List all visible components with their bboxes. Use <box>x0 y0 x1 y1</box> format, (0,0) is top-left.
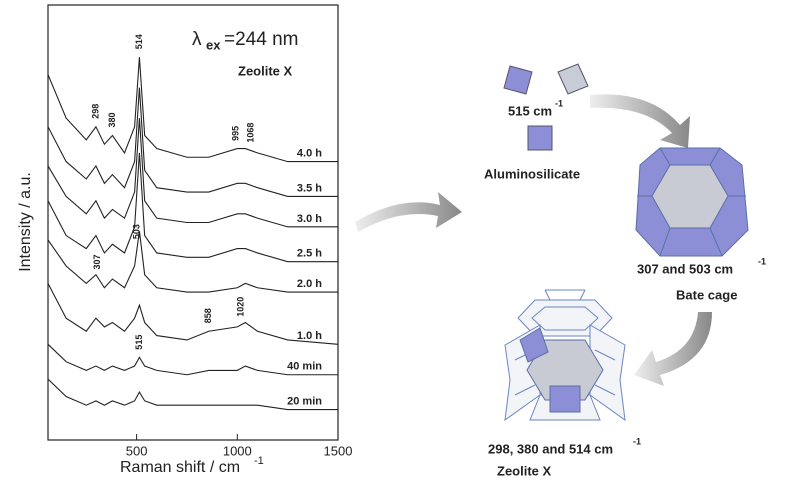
x-tick-label: 1000 <box>223 443 252 458</box>
series-label: 1.0 h <box>297 330 322 342</box>
series-label: 40 min <box>287 361 322 373</box>
peak-label: 1020 <box>236 297 246 317</box>
peak-label: 858 <box>203 308 213 323</box>
series-label: 2.5 h <box>297 248 322 260</box>
zeolite-face <box>549 385 581 413</box>
sample-label: Zeolite X <box>238 63 293 78</box>
peak-label: 514 <box>134 34 144 49</box>
series-label: 4.0 h <box>297 148 322 160</box>
series-label: 3.5 h <box>297 182 322 194</box>
peak-label: 298 <box>90 104 100 119</box>
series-label: 2.0 h <box>297 278 322 290</box>
cage-edges <box>637 147 746 257</box>
spectrum <box>47 87 338 197</box>
arrow <box>634 312 712 386</box>
unit-square <box>557 63 589 95</box>
arrow <box>355 192 462 232</box>
excitation-subscript: ex <box>206 37 221 52</box>
spectrum <box>47 57 338 163</box>
peak-label: 1068 <box>245 123 255 143</box>
unit-square <box>503 65 533 95</box>
peak-label: 307 <box>92 254 102 269</box>
band-label: 298, 380 and 514 cm <box>488 441 613 456</box>
band-label: 307 and 503 cm <box>637 261 733 276</box>
x-tick-label: 500 <box>126 443 148 458</box>
excitation-symbol: λ <box>192 29 202 50</box>
x-tick-label: 1500 <box>324 443 353 458</box>
zeolite-hexagon <box>526 339 604 401</box>
series-label: 3.0 h <box>297 213 322 225</box>
peak-label: 380 <box>107 112 117 127</box>
x-axis-label-superscript: -1 <box>254 455 264 467</box>
peak-label: 995 <box>231 126 241 141</box>
series-label: 20 min <box>287 395 322 407</box>
spectrum <box>47 378 338 411</box>
spectrum <box>47 343 338 376</box>
excitation-text: =244 nm <box>224 29 298 50</box>
y-axis-label: Intensity / a.u. <box>17 172 34 272</box>
zeolite-label: Zeolite X <box>497 463 552 478</box>
spectrum <box>47 283 339 345</box>
x-axis-label: Raman shift / cm <box>120 459 240 476</box>
spectrum <box>47 152 338 263</box>
peak-label: 515 <box>134 335 144 350</box>
plot-frame <box>47 4 339 441</box>
unit-label: Aluminosilicate <box>484 166 580 181</box>
zeolite-face <box>519 327 549 363</box>
cage-label: Bate cage <box>676 287 737 302</box>
band-label-superscript: -1 <box>555 98 563 108</box>
peak-label: 503 <box>132 224 142 239</box>
spectrum <box>47 118 338 228</box>
band-label-superscript: -1 <box>633 436 641 446</box>
band-label: 515 cm <box>508 103 552 118</box>
band-label-superscript: -1 <box>758 256 766 266</box>
spectrum <box>47 231 338 293</box>
unit-square <box>527 125 553 151</box>
arrow <box>590 94 690 148</box>
